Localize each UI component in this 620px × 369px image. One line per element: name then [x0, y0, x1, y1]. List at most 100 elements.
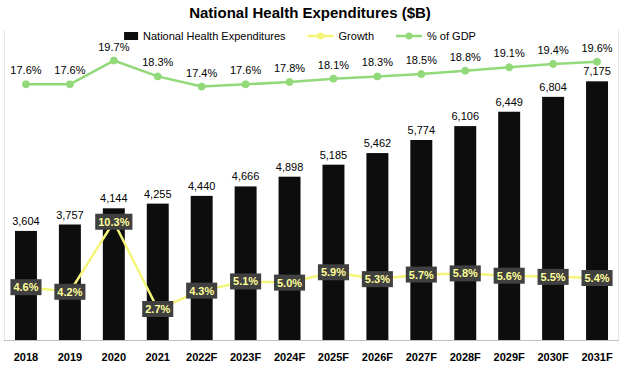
legend-label: Growth	[339, 30, 374, 42]
growth-label-text: 4.2%	[57, 286, 82, 298]
line-marker	[594, 58, 601, 65]
line-marker	[22, 81, 29, 88]
growth-label: 5.3%	[362, 271, 393, 287]
gdp-label: 17.6%	[54, 64, 85, 76]
line-marker	[550, 60, 557, 67]
growth-label-box	[318, 264, 349, 280]
gdp-label: 19.6%	[581, 42, 612, 54]
growth-label-box	[230, 273, 261, 289]
growth-label-text: 5.4%	[584, 272, 609, 284]
growth-label: 4.6%	[10, 279, 41, 295]
growth-label: 4.2%	[54, 284, 85, 300]
growth-label: 5.1%	[230, 273, 261, 289]
bar-label: 6,804	[539, 81, 567, 93]
plot-marks	[15, 57, 608, 340]
bar-label: 3,757	[56, 209, 84, 221]
line-marker	[66, 81, 73, 88]
growth-label-box	[362, 271, 393, 287]
line-marker	[330, 75, 337, 82]
growth-label-text: 5.3%	[365, 273, 390, 285]
gdp-label: 17.6%	[10, 64, 41, 76]
growth-label: 5.9%	[318, 264, 349, 280]
growth-label-box	[54, 284, 85, 300]
bar	[586, 81, 608, 340]
gdp-label: 17.6%	[230, 64, 261, 76]
legend-swatch	[124, 32, 138, 40]
gdp-label: 18.3%	[362, 56, 393, 68]
bar	[454, 126, 476, 340]
growth-label-box	[406, 267, 437, 283]
line-marker	[286, 79, 293, 86]
gdp-label: 18.1%	[318, 59, 349, 71]
line-marker	[374, 73, 381, 80]
line-marker	[506, 64, 513, 71]
bar-label: 5,185	[320, 149, 348, 161]
x-tick-label: 2024F	[274, 351, 305, 363]
growth-label: 5.7%	[406, 267, 437, 283]
growth-label-box	[142, 301, 173, 317]
growth-label: 10.3%	[95, 214, 132, 230]
data-labels: 3,6043,7574,1444,2554,4404,6664,8985,185…	[10, 41, 612, 227]
bar	[366, 153, 388, 340]
growth-label-text: 5.0%	[277, 277, 302, 289]
growth-label: 5.6%	[494, 268, 525, 284]
x-tick-label: 2025F	[318, 351, 349, 363]
growth-label-box	[10, 279, 41, 295]
growth-label: 5.0%	[274, 275, 305, 291]
legend-label: % of GDP	[427, 30, 476, 42]
series-line	[26, 222, 597, 309]
growth-label: 4.3%	[186, 283, 217, 299]
x-tick-label: 2020	[102, 351, 126, 363]
growth-label-text: 5.9%	[321, 266, 346, 278]
x-tick-label: 2030F	[538, 351, 569, 363]
data-labels-top: 4.6% 4.2% 10.3% 2.7% 4.3% 5.1% 5.0% 5.9% 5.3% 5.7…	[10, 214, 612, 317]
chart: 3,6043,7574,1444,2554,4404,6664,8985,185…	[0, 0, 620, 369]
growth-label-text: 5.5%	[541, 271, 566, 283]
x-tick-label: 2022F	[186, 351, 217, 363]
bar	[147, 204, 169, 340]
bar	[235, 186, 257, 340]
gdp-label: 19.4%	[538, 44, 569, 56]
x-tick-label: 2027F	[406, 351, 437, 363]
gdp-label: 19.7%	[98, 41, 129, 53]
line-marker	[242, 81, 249, 88]
growth-label-box	[494, 268, 525, 284]
growth-label: 5.8%	[450, 265, 481, 281]
growth-label-text: 5.7%	[409, 269, 434, 281]
series-line	[26, 61, 597, 87]
gdp-label: 18.8%	[450, 51, 481, 63]
y-axis-line	[4, 30, 5, 340]
x-tick-label: 2018	[14, 351, 38, 363]
gdp-label: 18.5%	[406, 54, 437, 66]
growth-label-box	[538, 269, 569, 285]
x-tick-label: 2021	[146, 351, 170, 363]
bar-label: 4,144	[100, 192, 128, 204]
line-marker	[198, 83, 205, 90]
bar	[279, 177, 301, 340]
x-tick-label: 2023F	[230, 351, 261, 363]
growth-label-box	[95, 214, 132, 230]
growth-label-text: 2.7%	[145, 303, 170, 315]
bar-label: 4,440	[188, 180, 216, 192]
title: National Health Expenditures ($B)	[189, 4, 431, 21]
gdp-label: 19.1%	[494, 47, 525, 59]
bar	[191, 196, 213, 340]
growth-label-box	[274, 275, 305, 291]
x-tick-label: 2029F	[494, 351, 525, 363]
bar-label: 4,255	[144, 188, 172, 200]
x-tick-label: 2026F	[362, 351, 393, 363]
bar	[322, 165, 344, 340]
line-marker	[110, 57, 117, 64]
legend-marker	[317, 33, 324, 40]
legend-label: National Health Expenditures	[143, 30, 286, 42]
bar-label: 5,774	[408, 124, 436, 136]
growth-label-text: 5.6%	[497, 270, 522, 282]
bar-label: 7,175	[583, 65, 611, 77]
x-tick-label: 2019	[58, 351, 82, 363]
growth-label: 5.4%	[581, 270, 612, 286]
growth-label-text: 4.6%	[13, 281, 38, 293]
y2-axis-line	[618, 30, 619, 340]
bar-label: 5,462	[364, 137, 392, 149]
growth-label-box	[581, 270, 612, 286]
growth-label-box	[186, 283, 217, 299]
